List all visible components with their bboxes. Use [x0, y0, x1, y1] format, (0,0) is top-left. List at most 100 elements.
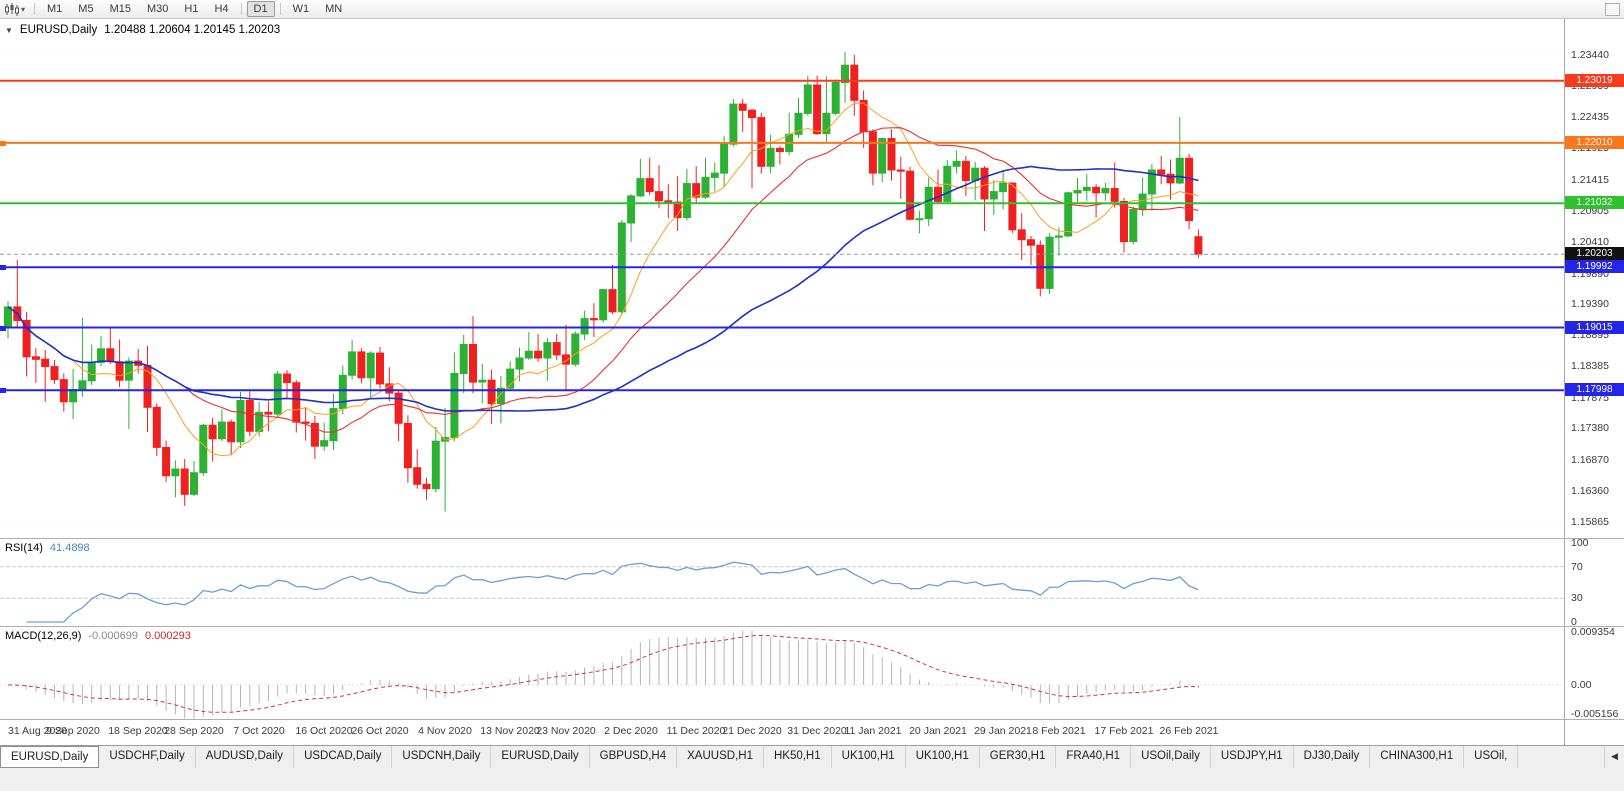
hline-anchor-handle[interactable]	[0, 326, 6, 331]
symbol-tab[interactable]: USDCHF,Daily	[99, 746, 196, 768]
toolbar-separator	[34, 3, 36, 15]
hline-anchor-handle[interactable]	[0, 265, 6, 270]
date-axis-label: 17 Feb 2021	[1094, 725, 1154, 737]
rsi-label: RSI(14) 41.4898	[5, 542, 90, 554]
timeframe-button-h4[interactable]: H4	[214, 3, 229, 15]
date-axis-label: 29 Jan 2021	[974, 725, 1032, 737]
rsi-scale-label: 30	[1571, 592, 1583, 604]
plot-column: ▼ EURUSD,Daily 1.20488 1.20604 1.20145 1…	[0, 19, 1564, 745]
symbol-tab[interactable]: XAUUSD,H1	[677, 746, 764, 768]
symbol-tab[interactable]: USDCNH,Daily	[392, 746, 492, 768]
timeframe-button-mn[interactable]: MN	[325, 3, 343, 15]
candlestick-plot[interactable]	[0, 19, 1564, 538]
macd-scale-label: 0.009354	[1571, 626, 1615, 638]
price-scale-label: 1.16360	[1571, 485, 1609, 497]
date-axis-label: 8 Feb 2021	[1032, 725, 1086, 737]
macd-pane[interactable]: MACD(12,26,9) -0.000699 0.000293	[0, 627, 1564, 719]
symbol-tab[interactable]: FRA40,H1	[1056, 746, 1132, 768]
macd-label: MACD(12,26,9) -0.000699 0.000293	[5, 630, 191, 642]
symbol-tab[interactable]: DJ30,Daily	[1294, 746, 1371, 768]
macd-signal-value: 0.000293	[144, 630, 191, 642]
price-chart-pane[interactable]: ▼ EURUSD,Daily 1.20488 1.20604 1.20145 1…	[0, 19, 1564, 538]
price-scale-label: 1.21415	[1571, 174, 1609, 186]
price-scale-label: 1.20410	[1571, 236, 1609, 248]
symbol-tab[interactable]: USOil,	[1464, 746, 1519, 768]
symbol-tab[interactable]: CHINA300,H1	[1370, 746, 1465, 768]
price-scale-label: 1.17380	[1571, 422, 1609, 434]
timeframe-button-m15[interactable]: M15	[109, 3, 131, 15]
price-scale-label: 1.18385	[1571, 360, 1609, 372]
macd-scale-label: 0.00	[1571, 679, 1592, 691]
rsi-plot	[0, 561, 1564, 623]
date-axis-label: 31 Aug 2020	[8, 725, 67, 737]
timeframe-button-w1[interactable]: W1	[292, 3, 310, 15]
price-scale-label: 1.23440	[1571, 49, 1609, 61]
date-axis-label: 31 Dec 2020	[787, 725, 847, 737]
macd-plot	[0, 630, 1564, 719]
hline-price-badge[interactable]: 1.19015	[1565, 321, 1624, 334]
symbol-tab[interactable]: UK100,H1	[832, 746, 906, 768]
pane-separator[interactable]	[0, 538, 1624, 539]
hline-price-badge[interactable]: 1.23019	[1565, 74, 1624, 87]
hline-price-badge[interactable]: 1.21032	[1565, 196, 1624, 209]
hline-anchor-handle[interactable]	[0, 141, 6, 146]
rsi-pane[interactable]: RSI(14) 41.4898	[0, 539, 1564, 626]
axis-separator	[0, 719, 1624, 720]
candlestick-chart-icon[interactable]	[4, 2, 20, 16]
toolbar-corner-button[interactable]	[1605, 3, 1620, 16]
date-axis-label: 20 Jan 2021	[909, 725, 967, 737]
date-axis: 31 Aug 2020 9 Sep 2020 18 Sep 2020 28 Sep 2…	[0, 719, 1564, 745]
pane-separator[interactable]	[0, 626, 1624, 627]
timeframe-button-m30[interactable]: M30	[146, 3, 169, 15]
chart-symbol-label: EURUSD,Daily	[19, 24, 98, 36]
date-axis-label: 13 Nov 2020	[480, 725, 540, 737]
symbol-tab[interactable]: HK50,H1	[764, 746, 832, 768]
timeframe-button-h1[interactable]: H1	[184, 3, 199, 15]
chevron-down-icon[interactable]: ▾	[21, 4, 26, 14]
price-scale[interactable]: 1.234401.229391.224351.219251.214151.209…	[1564, 19, 1624, 745]
macd-scale-label: -0.005156	[1571, 708, 1619, 720]
date-axis-label: 18 Sep 2020	[108, 725, 168, 737]
rsi-scale-label: 70	[1571, 561, 1583, 573]
date-axis-label: 26 Oct 2020	[351, 725, 409, 737]
hline-price-badge[interactable]: 1.17998	[1565, 383, 1624, 396]
toolbar-separator	[240, 3, 242, 15]
timeframe-button-d1[interactable]: D1	[246, 1, 275, 17]
symbol-tab[interactable]: EURUSD,Daily	[491, 746, 590, 768]
price-scale-label: 1.19390	[1571, 298, 1609, 310]
rsi-scale-label: 0	[1571, 616, 1577, 628]
rsi-current-value: 41.4898	[49, 542, 90, 554]
chart-window: ▼ EURUSD,Daily 1.20488 1.20604 1.20145 1…	[0, 19, 1624, 745]
symbol-tab[interactable]: GER30,H1	[980, 746, 1057, 768]
timeframe-button-m1[interactable]: M1	[47, 3, 63, 15]
symbol-tab[interactable]: GBPUSD,H4	[590, 746, 678, 768]
date-axis-label: 7 Oct 2020	[233, 725, 285, 737]
price-scale-label: 1.22435	[1571, 111, 1609, 123]
symbol-tab[interactable]: USDJPY,H1	[1211, 746, 1294, 768]
symbol-tab[interactable]: AUDUSD,Daily	[196, 746, 295, 768]
current-price-badge: 1.20203	[1565, 247, 1624, 260]
timeframe-toolbar: ▾ M1 M5 M15 M30 H1 H4 D1 W1 MN	[0, 0, 1624, 19]
date-axis-label: 16 Oct 2020	[295, 725, 353, 737]
symbol-tab[interactable]: UK100,H1	[906, 746, 980, 768]
tabs-scroll-left-button[interactable]: ◀	[1604, 746, 1624, 768]
chart-title: ▼ EURUSD,Daily 1.20488 1.20604 1.20145 1…	[5, 24, 280, 36]
hline-price-badge[interactable]: 1.19992	[1565, 260, 1624, 273]
date-axis-label: 23 Nov 2020	[536, 725, 596, 737]
hline-anchor-handle[interactable]	[0, 388, 6, 393]
date-axis-label: 21 Dec 2020	[722, 725, 782, 737]
hline-price-badge[interactable]: 1.22010	[1565, 136, 1624, 149]
timeframe-button-m5[interactable]: M5	[78, 3, 94, 15]
symbol-tab[interactable]: EURUSD,Daily	[0, 746, 100, 768]
toolbar-separator	[279, 3, 281, 15]
date-axis-label: 28 Sep 2020	[164, 725, 224, 737]
collapse-arrow-icon[interactable]: ▼	[5, 25, 13, 35]
date-axis-label: 11 Jan 2021	[844, 725, 902, 737]
date-axis-label: 4 Nov 2020	[418, 725, 472, 737]
chart-tabs: EURUSD,Daily USDCHF,Daily AUDUSD,Daily USDC…	[0, 746, 1604, 768]
symbol-tab[interactable]: USDCAD,Daily	[294, 746, 393, 768]
price-scale-label: 1.16870	[1571, 454, 1609, 466]
chart-ohlc-values: 1.20488 1.20604 1.20145 1.20203	[104, 24, 281, 36]
symbol-tab[interactable]: USOil,Daily	[1131, 746, 1211, 768]
